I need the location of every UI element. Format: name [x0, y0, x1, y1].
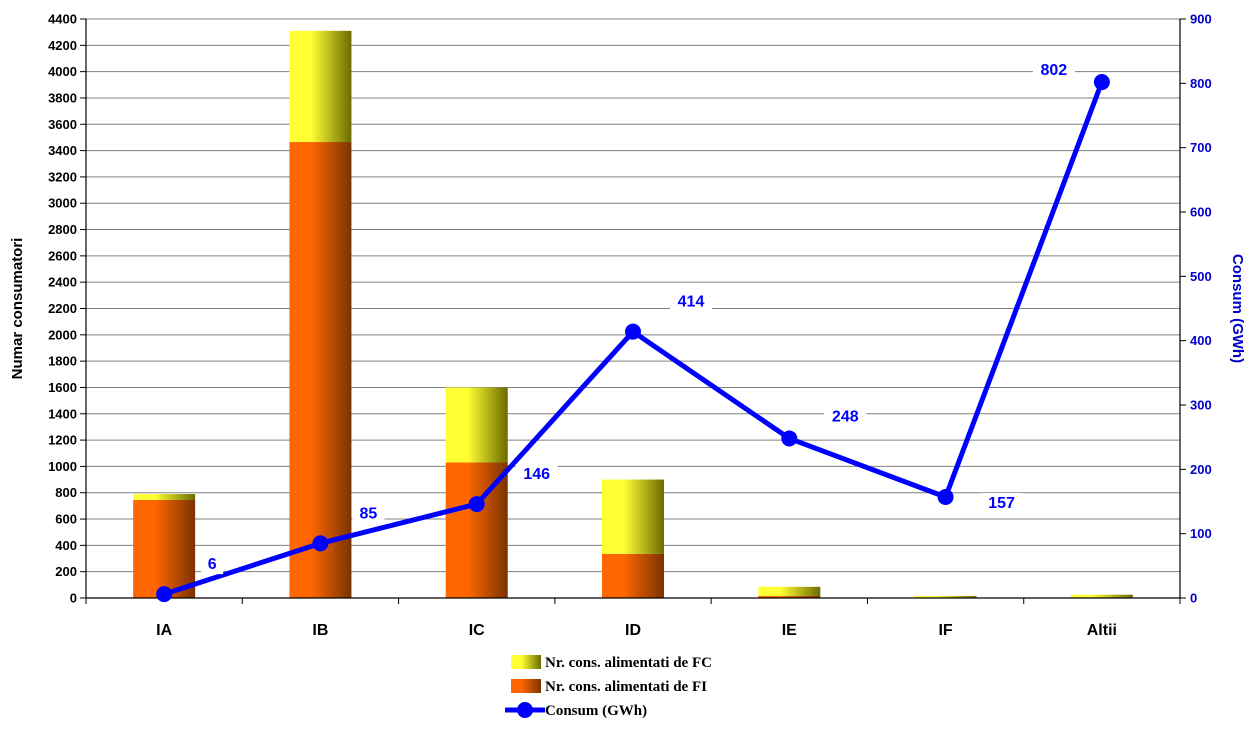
y-tick-label: 200	[55, 564, 77, 579]
y2-tick-label: 600	[1190, 205, 1212, 220]
y2-tick-label: 100	[1190, 526, 1212, 541]
axes: 0200400600800100012001400160018002000220…	[9, 12, 1246, 640]
grid-lines	[86, 18, 1180, 573]
bar-fi	[289, 142, 352, 598]
data-label-bg	[670, 291, 712, 312]
bar-fi	[758, 596, 821, 598]
legend: Nr. cons. alimentati de FC Nr. cons. alim…	[505, 655, 712, 719]
y-tick-label: 3200	[48, 169, 77, 184]
y-tick-label: 1000	[48, 459, 77, 474]
y-tick-label: 2800	[48, 222, 77, 237]
consum-point	[468, 496, 485, 513]
x-tick-label: ID	[625, 622, 641, 639]
y-tick-label: 600	[55, 512, 77, 527]
y-tick-label: 1800	[48, 354, 77, 369]
x-tick-label: IC	[469, 622, 485, 639]
data-label-bg	[1032, 60, 1075, 81]
bar-fi	[445, 462, 508, 598]
bar-series	[133, 30, 1133, 598]
x-tick-label: IB	[312, 622, 328, 639]
y2-tick-label: 300	[1190, 398, 1212, 413]
y-tick-label: 4000	[48, 64, 77, 79]
x-tick-label: IA	[156, 622, 172, 639]
y2-tick-label: 400	[1190, 333, 1212, 348]
y2-tick-label: 500	[1190, 269, 1212, 284]
y-tick-label: 800	[55, 485, 77, 500]
bar-fc	[1070, 594, 1133, 598]
bar-fi	[602, 553, 664, 598]
data-label-bg	[515, 464, 558, 485]
y-tick-label: 3400	[48, 143, 77, 158]
y-tick-label: 2600	[48, 248, 77, 263]
y-tick-label: 0	[70, 591, 77, 606]
y2-tick-label: 900	[1190, 12, 1212, 27]
y2-axis-title: Consum (GWh)	[1229, 254, 1246, 363]
y-tick-label: 1400	[48, 406, 77, 421]
y-tick-label: 3800	[48, 90, 77, 105]
y-tick-label: 1200	[48, 433, 77, 448]
legend-label: Consum (GWh)	[545, 703, 647, 719]
data-label-bg	[824, 406, 867, 427]
data-labels: 6 85 146 414 248 157 802	[201, 60, 1075, 575]
consum-point	[312, 535, 329, 552]
consum-point	[781, 430, 798, 447]
y-tick-label: 2200	[48, 301, 77, 316]
y2-tick-label: 800	[1190, 76, 1212, 91]
data-label: 157	[988, 495, 1015, 512]
consum-point	[937, 488, 954, 505]
x-tick-label: IE	[782, 622, 797, 639]
consum-point	[1093, 74, 1110, 91]
y-tick-label: 2400	[48, 275, 77, 290]
bar-fc	[758, 586, 821, 597]
x-tick-label: IF	[938, 622, 952, 639]
data-label-bg	[352, 503, 385, 524]
bar-fc	[289, 30, 352, 143]
data-label: 85	[360, 505, 378, 522]
consum-point	[156, 586, 173, 603]
y-tick-label: 2000	[48, 327, 77, 342]
legend-swatch-marker	[517, 702, 533, 718]
y-tick-label: 400	[55, 538, 77, 553]
y2-tick-label: 200	[1190, 462, 1212, 477]
bar-fc	[602, 479, 664, 554]
y2-tick-label: 0	[1190, 591, 1197, 606]
bar-fi	[133, 499, 196, 598]
y-axis-title: Numar consumatori	[9, 238, 26, 380]
y-tick-label: 1600	[48, 380, 77, 395]
x-tick-label: Altii	[1087, 622, 1117, 639]
data-label: 414	[678, 294, 705, 311]
consum-point	[625, 323, 641, 340]
bar-fc	[914, 596, 977, 598]
data-label: 248	[832, 408, 859, 425]
y-tick-label: 4200	[48, 38, 77, 53]
legend-label: Nr. cons. alimentati de FI	[545, 679, 707, 695]
legend-swatch-fc	[511, 655, 541, 669]
y2-tick-label: 700	[1190, 140, 1212, 155]
data-label: 146	[523, 466, 550, 483]
y-tick-label: 4400	[48, 12, 77, 27]
bar-fc	[133, 494, 196, 500]
data-label-bg	[201, 554, 224, 575]
legend-label: Nr. cons. alimentati de FC	[545, 655, 712, 671]
y-tick-label: 3600	[48, 117, 77, 132]
y-tick-label: 3000	[48, 196, 77, 211]
line-series	[156, 74, 1110, 603]
bar-fc	[445, 387, 508, 463]
data-label: 802	[1041, 62, 1068, 79]
legend-swatch-fi	[511, 679, 541, 693]
data-label-bg	[980, 492, 1023, 513]
data-label: 6	[208, 556, 217, 573]
